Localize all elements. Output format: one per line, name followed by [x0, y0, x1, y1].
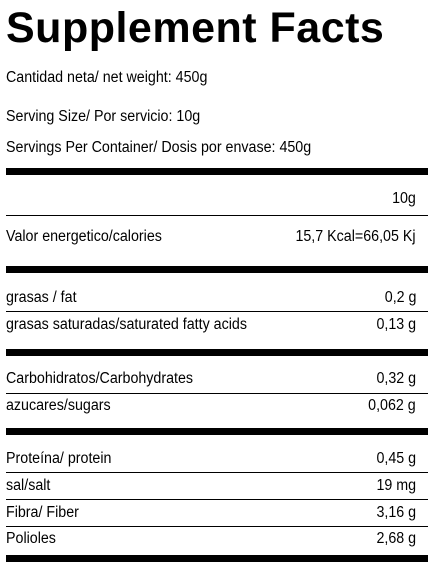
column-header: 10g: [392, 190, 416, 207]
row-label-fiber: Fibra/ Fiber: [6, 504, 79, 521]
row-value-salt: 19 mg: [376, 477, 416, 494]
divider-thick: [6, 428, 428, 435]
row-value-carbohydrates: 0,32 g: [376, 370, 416, 387]
panel-title: Supplement Facts: [6, 4, 385, 52]
row-value-fat: 0,2 g: [384, 289, 416, 306]
divider-thick: [6, 349, 428, 356]
row-label-fat: grasas / fat: [6, 289, 77, 306]
divider-thin: [6, 526, 428, 527]
row-value-polyols: 2,68 g: [376, 530, 416, 547]
row-label-carbohydrates: Carbohidratos/Carbohydrates: [6, 370, 194, 387]
row-value-sugars: 0,062 g: [368, 397, 416, 414]
serving-size: Serving Size/ Por servicio: 10g: [6, 108, 201, 125]
divider-thick: [6, 168, 428, 175]
divider-thin: [6, 393, 428, 394]
net-weight: Cantidad neta/ net weight: 450g: [6, 69, 208, 86]
row-label-protein: Proteína/ protein: [6, 450, 112, 467]
divider-thin: [6, 472, 428, 473]
row-value-fiber: 3,16 g: [376, 504, 416, 521]
row-label-salt: sal/salt: [6, 477, 51, 494]
divider-thick: [6, 555, 428, 562]
divider-thin: [6, 215, 428, 216]
divider-thin: [6, 311, 428, 312]
row-value-calories: 15,7 Kcal=66,05 Kj: [295, 228, 416, 245]
row-label-calories: Valor energetico/calories: [6, 228, 162, 245]
row-value-protein: 0,45 g: [376, 450, 416, 467]
divider-thin: [6, 499, 428, 500]
servings-per-container: Servings Per Container/ Dosis por envase…: [6, 139, 312, 156]
row-label-sugars: azucares/sugars: [6, 397, 111, 414]
divider-thick: [6, 266, 428, 273]
row-label-polyols: Polioles: [6, 530, 56, 547]
row-value-saturated-fat: 0,13 g: [376, 316, 416, 333]
row-label-saturated-fat: grasas saturadas/saturated fatty acids: [6, 316, 247, 333]
